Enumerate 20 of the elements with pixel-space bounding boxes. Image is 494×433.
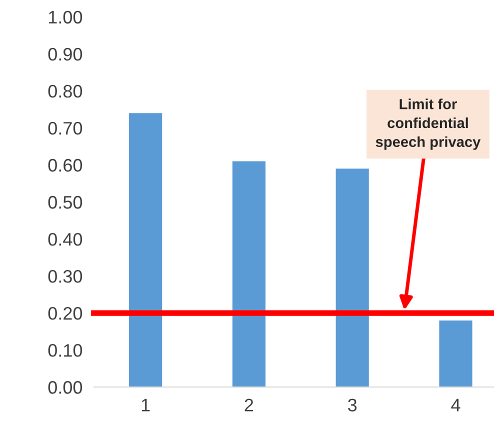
ref-line-label: Limit for confidential speech privacy — [376, 98, 481, 150]
x-tick-label: 4 — [451, 398, 460, 412]
y-tick-label: 0.60 — [48, 158, 82, 172]
x-tick-label: 1 — [142, 398, 150, 412]
y-tick-label: 0.40 — [48, 232, 82, 246]
bar — [336, 168, 369, 388]
bar — [129, 113, 162, 388]
y-tick-label: 0.00 — [48, 381, 82, 394]
y-tick-label: 0.50 — [48, 196, 82, 209]
y-tick-label: 0.20 — [48, 306, 82, 320]
x-tick-label: 2 — [244, 398, 254, 412]
bar — [232, 161, 266, 388]
y-tick-label: 0.80 — [48, 84, 82, 98]
y-tick-label: 0.10 — [48, 344, 82, 357]
y-tick-label: 0.30 — [48, 270, 82, 283]
y-tick-label: 1.00 — [48, 10, 82, 24]
y-tick-label: 0.90 — [48, 48, 82, 61]
x-tick-label: 3 — [348, 398, 357, 412]
y-tick-label: 0.70 — [48, 122, 82, 135]
bar — [439, 320, 472, 388]
